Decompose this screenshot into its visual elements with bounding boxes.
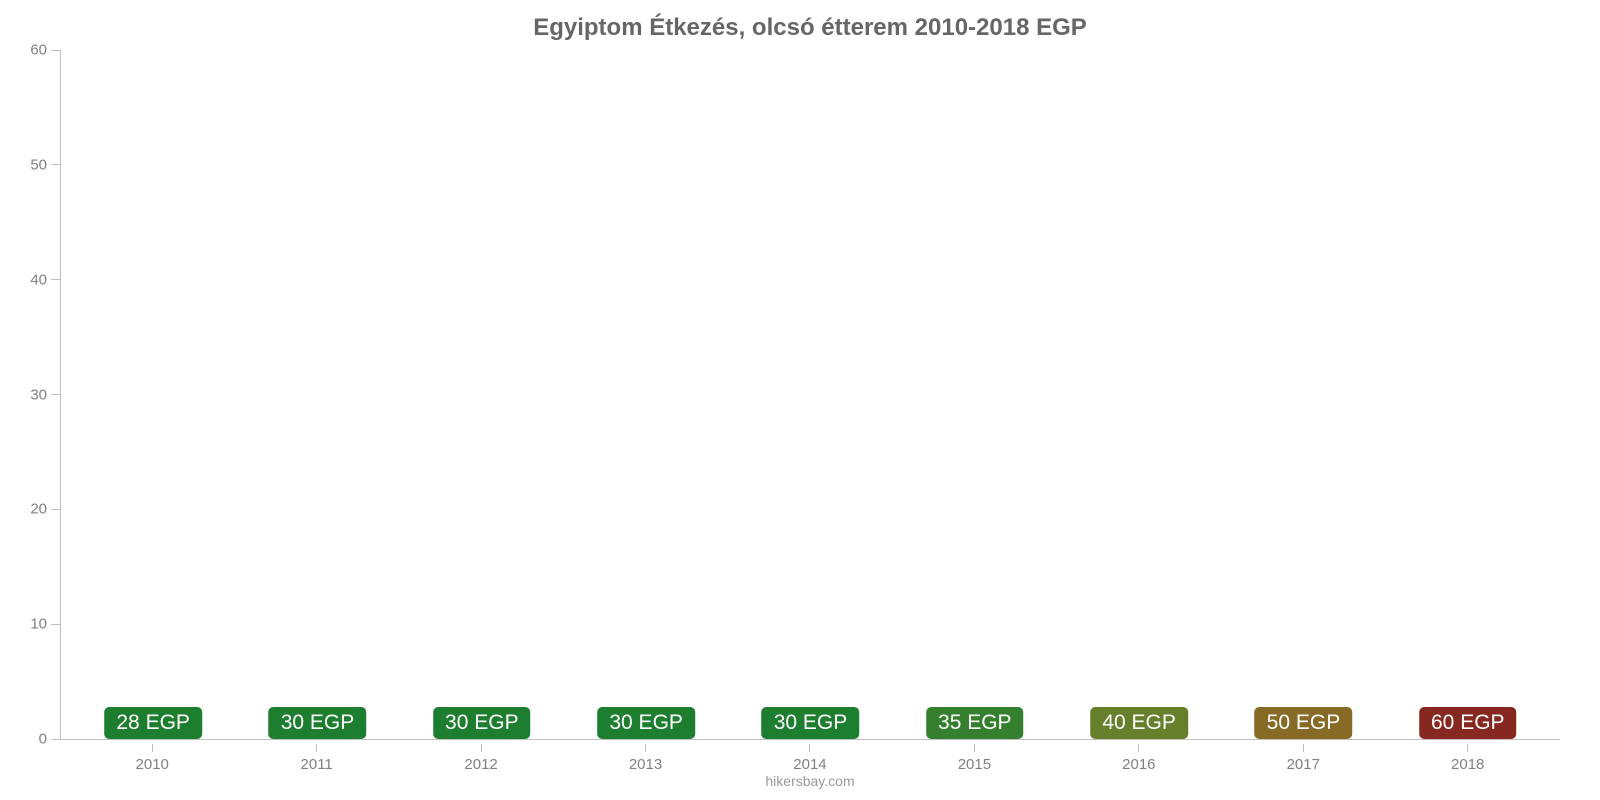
x-tick-wrap: 2012 — [399, 744, 563, 773]
y-axis-label: 10 — [30, 616, 47, 633]
x-tick-wrap: 2015 — [892, 744, 1056, 773]
x-tick-wrap: 2013 — [563, 744, 727, 773]
x-tick-wrap: 2011 — [234, 744, 398, 773]
x-tick — [1467, 744, 1468, 752]
x-axis-label: 2015 — [958, 756, 991, 773]
y-tick — [51, 394, 61, 395]
bar-value-label: 30 EGP — [269, 707, 367, 739]
y-axis-label: 60 — [30, 42, 47, 59]
x-tick — [152, 744, 153, 752]
y-axis-label: 30 — [30, 386, 47, 403]
y-tick — [51, 509, 61, 510]
bar-value-label: 60 EGP — [1419, 707, 1517, 739]
x-tick-wrap: 2010 — [70, 744, 234, 773]
x-tick-wrap: 2014 — [728, 744, 892, 773]
x-tick-wrap: 2017 — [1221, 744, 1385, 773]
x-tick — [974, 744, 975, 752]
x-tick — [1303, 744, 1304, 752]
x-tick-wrap: 2018 — [1386, 744, 1550, 773]
y-axis-label: 40 — [30, 271, 47, 288]
x-axis: 2010 2011 2012 2013 2014 2015 2016 2017 2018 — [60, 744, 1560, 773]
bar-value-label: 50 EGP — [1255, 707, 1353, 739]
x-tick — [809, 744, 810, 752]
x-axis-label: 2013 — [629, 756, 662, 773]
plot-area: 28 EGP 30 EGP 30 EGP 30 EGP 30 EGP 35 EGP 40 E… — [60, 50, 1560, 740]
x-tick — [316, 744, 317, 752]
chart-container: Egyiptom Étkezés, olcsó étterem 2010-201… — [0, 0, 1600, 800]
x-tick — [1138, 744, 1139, 752]
y-axis-label: 0 — [39, 731, 47, 748]
y-tick — [51, 739, 61, 740]
x-tick-wrap: 2016 — [1057, 744, 1221, 773]
y-tick — [51, 279, 61, 280]
attribution: hikersbay.com — [60, 773, 1560, 789]
bars-container: 28 EGP 30 EGP 30 EGP 30 EGP 30 EGP 35 EGP 40 E… — [61, 50, 1560, 739]
x-axis-label: 2014 — [793, 756, 826, 773]
bar-value-label: 30 EGP — [762, 707, 860, 739]
x-tick — [645, 744, 646, 752]
x-axis-label: 2011 — [301, 756, 333, 773]
x-axis-label: 2018 — [1451, 756, 1484, 773]
bar-value-label: 40 EGP — [1090, 707, 1188, 739]
y-axis-label: 20 — [30, 501, 47, 518]
x-tick — [481, 744, 482, 752]
y-tick — [51, 164, 61, 165]
chart-title: Egyiptom Étkezés, olcsó étterem 2010-201… — [60, 14, 1560, 42]
y-tick — [51, 50, 61, 51]
x-axis-label: 2017 — [1287, 756, 1320, 773]
y-tick — [51, 624, 61, 625]
x-axis-label: 2010 — [136, 756, 169, 773]
x-axis-label: 2012 — [464, 756, 497, 773]
bar-value-label: 30 EGP — [597, 707, 695, 739]
bar-value-label: 28 EGP — [104, 707, 202, 739]
x-axis-label: 2016 — [1122, 756, 1155, 773]
bar-value-label: 30 EGP — [433, 707, 531, 739]
bar-value-label: 35 EGP — [926, 707, 1024, 739]
y-axis-label: 50 — [30, 156, 47, 173]
